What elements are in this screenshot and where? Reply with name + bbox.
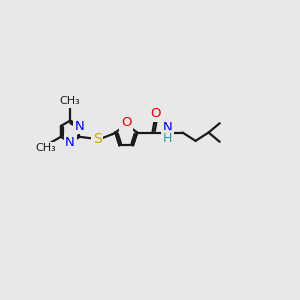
Text: H: H xyxy=(163,132,172,145)
Text: N: N xyxy=(65,136,75,149)
Text: CH₃: CH₃ xyxy=(60,96,80,106)
Text: O: O xyxy=(121,116,131,129)
Text: O: O xyxy=(150,107,160,120)
Text: S: S xyxy=(93,132,101,146)
Text: N: N xyxy=(163,121,172,134)
Text: N: N xyxy=(75,119,84,133)
Text: CH₃: CH₃ xyxy=(35,143,56,153)
